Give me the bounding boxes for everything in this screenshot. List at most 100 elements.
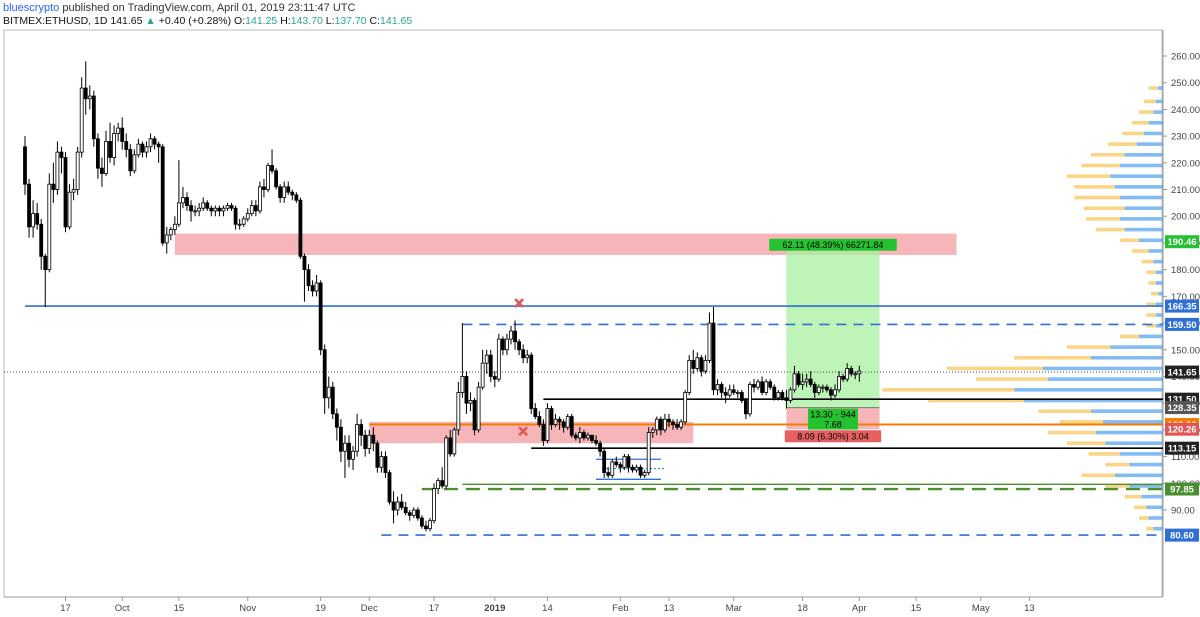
candle-body-down [399, 501, 404, 508]
candle-body-down [209, 207, 214, 212]
plot-frame [3, 29, 1163, 598]
candle [225, 202, 230, 211]
x-tick-label: Dec [361, 603, 378, 614]
candle-body-down [270, 165, 274, 172]
candle [590, 434, 594, 444]
volume-bar-buy [1141, 494, 1163, 499]
candle-body-up [695, 357, 700, 369]
candle-body-down [59, 151, 64, 158]
candle [83, 61, 88, 115]
volume-bar-sell [1119, 238, 1139, 243]
volume-bar-sell [1107, 142, 1137, 146]
candle-body-down [96, 138, 100, 169]
x-tick-label: Apr [852, 603, 867, 614]
candle [444, 435, 449, 489]
y-tick-label: 90.00 [1171, 506, 1195, 517]
candle [687, 355, 692, 396]
candle [500, 336, 505, 356]
candle [197, 202, 202, 217]
candle-body-down [334, 413, 339, 428]
volume-bar-sell [1067, 441, 1106, 446]
candle [440, 467, 445, 489]
candle-body-up [683, 392, 688, 423]
candle-body-down [549, 408, 554, 425]
candle [59, 146, 64, 174]
candle-body-up [509, 330, 513, 340]
candle [492, 371, 497, 388]
candle [144, 141, 149, 158]
candle-body-down [752, 384, 756, 388]
candle-body-down [322, 349, 327, 399]
price-label-text: 131.50 [1167, 395, 1196, 406]
candle [395, 496, 400, 516]
candle-body-down [63, 157, 68, 228]
x-tick-label: 2019 [484, 603, 505, 614]
candle [91, 90, 96, 147]
candle [545, 403, 550, 444]
candle [825, 384, 829, 393]
candle [496, 333, 501, 382]
candle [468, 392, 473, 412]
x-tick-label: May [972, 603, 990, 614]
candle-body-down [602, 450, 607, 474]
author-name[interactable]: bluescrypto [3, 2, 60, 14]
x-tick-label: Mar [726, 603, 742, 614]
position-stop-label: 8.09 (6.30%) 3.04 [784, 430, 882, 443]
volume-bar-sell [1014, 355, 1091, 360]
cross-stroke [518, 426, 529, 437]
volume-bar-buy [1119, 195, 1163, 200]
candle-body-up [148, 138, 153, 148]
volume-bar-sell [1081, 163, 1120, 168]
volume-bar-buy [1139, 238, 1163, 243]
volume-bar-buy [1148, 120, 1163, 125]
candle-body-up [136, 143, 141, 156]
volume-bar-sell [1105, 484, 1130, 488]
candle [75, 146, 80, 195]
cross-marker-icon [518, 426, 529, 437]
candle [735, 389, 740, 398]
price-label: 159.50 [1165, 317, 1199, 331]
volume-bar-buy [1023, 398, 1163, 403]
candle [646, 427, 651, 476]
candle [582, 429, 586, 441]
candle [480, 349, 485, 390]
y-tick-label: 260.00 [1171, 52, 1200, 63]
candle-body-down [39, 223, 44, 257]
candle-body-up [505, 338, 509, 351]
candle-body-down [83, 87, 88, 100]
candle-body-down [675, 424, 679, 428]
low-label: L: [325, 15, 335, 27]
candle [764, 379, 769, 396]
candle [715, 379, 720, 396]
candle [614, 456, 619, 468]
candle-body-up [456, 392, 461, 431]
candle-body-up [553, 418, 558, 425]
candle [363, 429, 368, 457]
candle-body-down [825, 386, 829, 391]
candle-body-down [156, 143, 161, 148]
candle-body-up [436, 480, 441, 490]
candle [808, 371, 813, 388]
candle-body-down [731, 389, 736, 393]
candle-body-down [488, 354, 493, 377]
candle-body-up [634, 466, 639, 471]
volume-bar-sell [1141, 259, 1154, 264]
volume-bar-buy [1139, 334, 1163, 339]
volume-bar-sell [1131, 249, 1149, 253]
price-label: 113.15 [1165, 441, 1199, 455]
volume-bar-sell [1086, 217, 1120, 221]
price-label-text: 128.35 [1167, 403, 1197, 414]
candle [800, 373, 805, 390]
candle [221, 205, 226, 217]
volume-bar-sell [1095, 227, 1125, 232]
candle [841, 373, 845, 382]
candle [245, 208, 250, 222]
candle [448, 429, 453, 457]
position-stop-label-bg [784, 430, 882, 443]
volume-bar-sell [1146, 270, 1156, 275]
candle-body-up [257, 186, 262, 212]
volume-bar-sell [1074, 185, 1115, 189]
candle-body-up [31, 213, 36, 228]
candle-body-up [87, 95, 92, 100]
